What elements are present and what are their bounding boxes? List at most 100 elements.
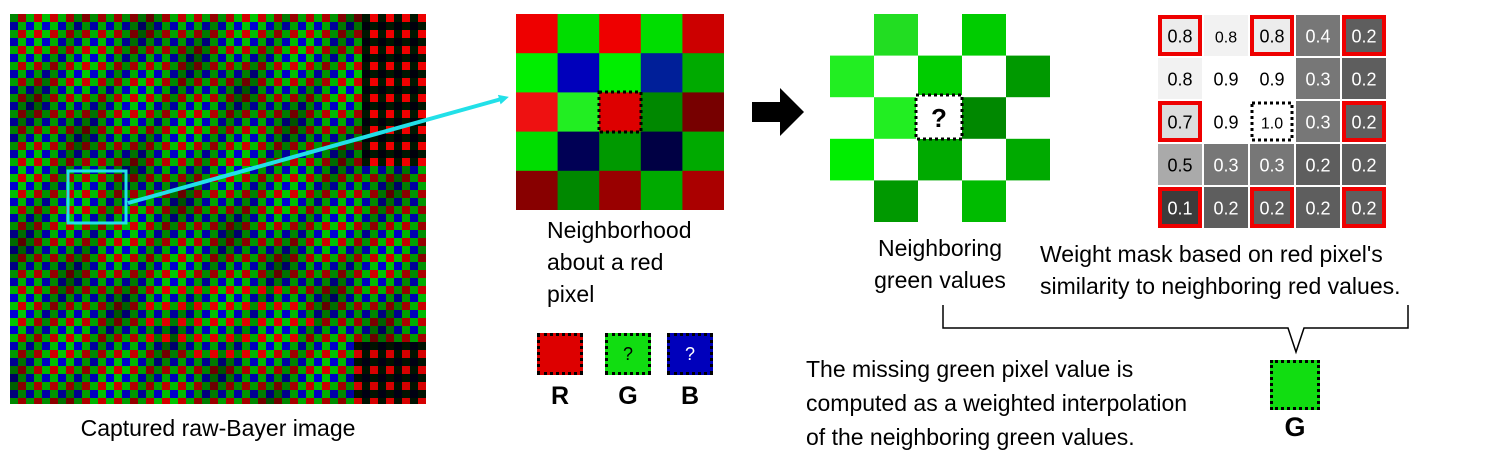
- bayer-pixel: [146, 278, 154, 286]
- bayer-pixel: [146, 14, 154, 22]
- bayer-pixel: [298, 46, 306, 54]
- bayer-pixel: [378, 230, 386, 238]
- bayer-pixel: [386, 94, 394, 102]
- bayer-pixel: [402, 102, 410, 110]
- bayer-pixel: [402, 382, 410, 390]
- bayer-pixel: [210, 326, 218, 334]
- bayer-pixel: [346, 238, 354, 246]
- bayer-pixel: [58, 86, 66, 94]
- bayer-pixel: [362, 182, 370, 190]
- bayer-pixel: [378, 110, 386, 118]
- bayer-pixel: [410, 390, 418, 398]
- bayer-pixel: [154, 110, 162, 118]
- bayer-pixel: [250, 158, 258, 166]
- bayer-pixel: [42, 254, 50, 262]
- bayer-pixel: [282, 54, 290, 62]
- bayer-pixel: [202, 214, 210, 222]
- bayer-pixel: [386, 54, 394, 62]
- bayer-pixel: [266, 382, 274, 390]
- bayer-pixel: [242, 230, 250, 238]
- bayer-pixel: [242, 134, 250, 142]
- bayer-pixel: [226, 262, 234, 270]
- bayer-pixel: [362, 206, 370, 214]
- bayer-pixel: [258, 262, 266, 270]
- bayer-pixel: [418, 366, 426, 374]
- bayer-pixel: [378, 294, 386, 302]
- bayer-pixel: [90, 262, 98, 270]
- bayer-pixel: [354, 382, 362, 390]
- bayer-pixel: [234, 286, 242, 294]
- bayer-pixel: [146, 166, 154, 174]
- bayer-pixel: [418, 22, 426, 30]
- bayer-pixel: [250, 30, 258, 38]
- bayer-pixel: [330, 278, 338, 286]
- bayer-pixel: [378, 30, 386, 38]
- bayer-pixel: [130, 254, 138, 262]
- bayer-pixel: [90, 190, 98, 198]
- bayer-pixel: [218, 150, 226, 158]
- bayer-pixel: [386, 118, 394, 126]
- bayer-pixel: [98, 110, 106, 118]
- bayer-pixel: [298, 14, 306, 22]
- green-value-cell: [1006, 55, 1050, 98]
- bayer-pixel: [138, 358, 146, 366]
- bayer-pixel: [138, 230, 146, 238]
- bayer-pixel: [98, 270, 106, 278]
- weight-value: 0.2: [1351, 27, 1376, 47]
- weight-cell: [1158, 58, 1202, 99]
- bayer-pixel: [154, 374, 162, 382]
- bayer-pixel: [314, 54, 322, 62]
- bayer-pixel: [306, 38, 314, 46]
- bayer-pixel: [394, 38, 402, 46]
- bayer-pixel: [90, 62, 98, 70]
- bayer-pixel: [114, 158, 122, 166]
- bayer-pixel: [402, 222, 410, 230]
- bayer-pixel: [378, 22, 386, 30]
- bayer-pixel: [266, 134, 274, 142]
- bayer-pixel: [202, 14, 210, 22]
- bayer-pixel: [106, 286, 114, 294]
- bayer-pixel: [186, 382, 194, 390]
- bayer-pixel: [106, 54, 114, 62]
- bayer-pixel: [242, 350, 250, 358]
- bayer-pixel: [266, 22, 274, 30]
- bayer-pixel: [226, 206, 234, 214]
- bayer-pixel: [138, 182, 146, 190]
- bayer-pixel: [298, 326, 306, 334]
- bayer-pixel: [386, 246, 394, 254]
- bayer-pixel: [330, 302, 338, 310]
- bayer-pixel: [106, 86, 114, 94]
- bayer-pixel: [114, 182, 122, 190]
- bayer-pixel: [10, 302, 18, 310]
- bayer-pixel: [290, 126, 298, 134]
- bayer-pixel: [130, 150, 138, 158]
- bayer-pixel: [354, 38, 362, 46]
- bayer-pixel: [98, 382, 106, 390]
- bayer-pixel: [82, 150, 90, 158]
- bayer-pixel: [50, 142, 58, 150]
- bayer-pixel: [82, 190, 90, 198]
- bayer-pixel: [226, 70, 234, 78]
- bayer-pixel: [218, 230, 226, 238]
- bayer-pixel: [258, 366, 266, 374]
- bayer-pixel: [410, 150, 418, 158]
- bayer-pixel: [394, 110, 402, 118]
- bayer-pixel: [50, 246, 58, 254]
- bayer-pixel: [418, 158, 426, 166]
- bayer-pixel: [58, 30, 66, 38]
- bayer-pixel: [330, 262, 338, 270]
- bayer-pixel: [322, 190, 330, 198]
- bayer-pixel: [322, 310, 330, 318]
- bayer-pixel: [114, 134, 122, 142]
- bayer-pixel: [82, 78, 90, 86]
- green-value-cell: [830, 138, 874, 181]
- bayer-pixel: [58, 70, 66, 78]
- neighborhood-pixel: [682, 14, 724, 54]
- bayer-pixel: [394, 182, 402, 190]
- bayer-pixel: [218, 62, 226, 70]
- bayer-pixel: [290, 398, 298, 404]
- bayer-pixel: [370, 86, 378, 94]
- bayer-pixel: [66, 214, 74, 222]
- bayer-pixel: [106, 70, 114, 78]
- bayer-pixel: [250, 166, 258, 174]
